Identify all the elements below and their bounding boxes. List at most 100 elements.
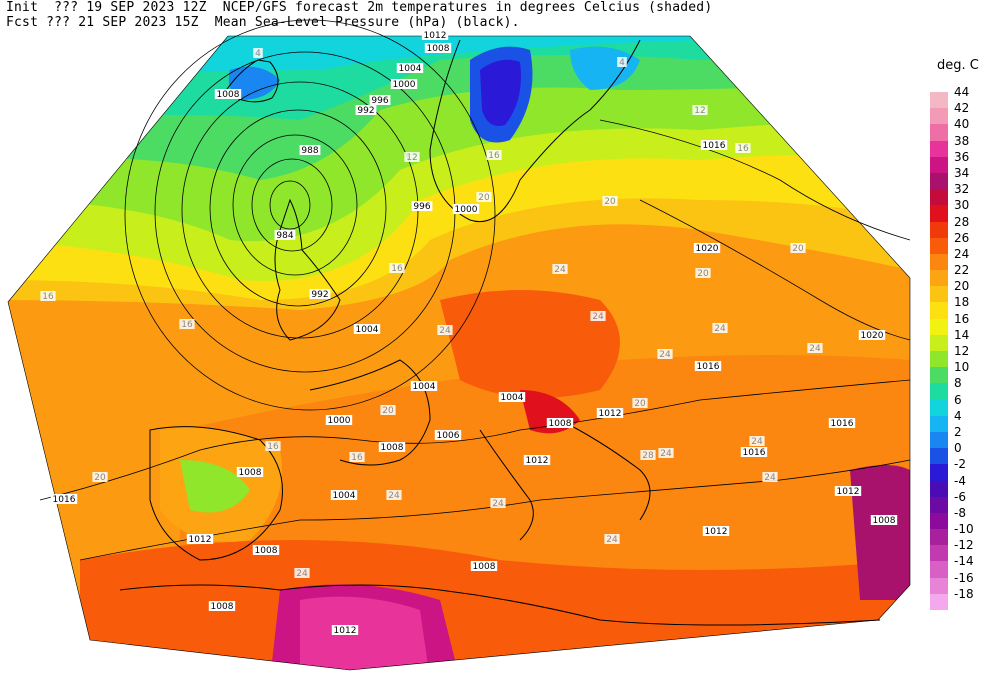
legend-level: -8 <box>930 506 1000 530</box>
isobar-label: 996 <box>411 201 433 212</box>
legend-level: 12 <box>930 344 1000 368</box>
isobar-label: 1012 <box>331 625 359 636</box>
legend-swatch <box>930 431 948 449</box>
legend-value: -12 <box>954 538 974 553</box>
temperature-label: 24 <box>552 264 568 275</box>
legend-value: 24 <box>954 246 970 261</box>
legend-value: -6 <box>954 489 966 504</box>
legend-value: 18 <box>954 295 970 310</box>
temperature-label: 24 <box>386 490 402 501</box>
legend-level: -12 <box>930 538 1000 562</box>
legend-swatch <box>930 415 948 432</box>
legend-level: 44 <box>930 85 1000 109</box>
svg-text:16: 16 <box>391 264 403 274</box>
legend-swatch <box>930 480 948 497</box>
svg-text:984: 984 <box>276 231 293 241</box>
svg-text:1016: 1016 <box>53 495 76 505</box>
legend-value: -16 <box>954 570 974 585</box>
svg-text:20: 20 <box>604 197 616 207</box>
legend-level: -16 <box>930 571 1000 594</box>
legend-value: 6 <box>954 392 962 407</box>
legend-swatch <box>930 172 948 190</box>
legend-value: 32 <box>954 182 970 197</box>
legend-value: 38 <box>954 133 970 148</box>
svg-text:1008: 1008 <box>217 90 240 100</box>
svg-text:992: 992 <box>357 106 374 116</box>
svg-text:12: 12 <box>694 106 705 116</box>
temperature-label: 28 <box>640 450 656 461</box>
legend-value: 30 <box>954 198 970 213</box>
temperature-label: 16 <box>40 291 56 302</box>
svg-text:24: 24 <box>492 499 504 509</box>
legend-value: -14 <box>954 554 974 569</box>
isobar-label: 1012 <box>421 30 449 41</box>
legend-value: 14 <box>954 327 970 342</box>
legend-level: -10 <box>930 522 1000 546</box>
svg-text:16: 16 <box>181 320 193 330</box>
temperature-label: 20 <box>790 243 806 254</box>
legend-swatch <box>930 108 948 125</box>
legend-level: 32 <box>930 182 1000 206</box>
svg-text:1008: 1008 <box>473 562 496 572</box>
svg-text:988: 988 <box>301 146 318 156</box>
isobar-label: 1004 <box>330 490 358 501</box>
legend-value: 36 <box>954 149 970 164</box>
legend-level: 8 <box>930 376 1000 400</box>
isobar-label: 1000 <box>390 79 418 90</box>
svg-text:24: 24 <box>388 491 400 501</box>
temperature-label: 24 <box>807 343 823 354</box>
isobar-label: 1008 <box>870 515 898 526</box>
temperature-label: 20 <box>695 268 711 279</box>
isobar-label: 1004 <box>396 63 424 74</box>
svg-text:1012: 1012 <box>599 409 622 419</box>
legend-value: 42 <box>954 101 970 116</box>
svg-text:24: 24 <box>296 569 308 579</box>
legend-level: 24 <box>930 247 1000 271</box>
legend-swatch <box>930 383 948 400</box>
svg-text:1020: 1020 <box>861 331 884 341</box>
legend-level: -6 <box>930 490 1000 513</box>
legend-level: 0 <box>930 441 1000 465</box>
svg-text:1008: 1008 <box>427 44 450 54</box>
legend-level: -2 <box>930 457 1000 481</box>
legend-swatch <box>930 253 948 271</box>
isobar-label: 1012 <box>596 408 624 419</box>
legend-level: 26 <box>930 231 1000 254</box>
legend-swatch <box>930 124 948 141</box>
isobar-label: 1008 <box>236 467 264 478</box>
temperature-label: 16 <box>389 263 405 274</box>
legend-swatch <box>930 205 948 222</box>
isobar-label: 1008 <box>470 561 498 572</box>
legend-value: 12 <box>954 344 970 358</box>
legend-level: 16 <box>930 312 1000 335</box>
svg-text:16: 16 <box>737 144 749 154</box>
isobar-label: 1000 <box>452 204 480 215</box>
svg-text:1008: 1008 <box>549 419 572 429</box>
temperature-labels: 4 4 12 12 16 20 16 20 24 24 24 20 20 16 16 24 24 20 24 24 24… <box>40 48 823 579</box>
legend-value: -2 <box>954 457 966 472</box>
temperature-label: 20 <box>602 196 618 207</box>
isobar-label: 984 <box>274 230 296 241</box>
svg-text:20: 20 <box>634 399 646 409</box>
legend-swatch <box>930 270 948 287</box>
svg-text:1000: 1000 <box>393 80 416 90</box>
temperature-label: 4 <box>617 57 627 68</box>
legend-swatch <box>930 334 948 351</box>
isobar-label: 1016 <box>828 418 856 429</box>
map-domain-outline <box>7 35 911 671</box>
temperature-label: 20 <box>92 472 108 483</box>
legend-level: 2 <box>930 425 1000 449</box>
isobar-label: 1008 <box>424 43 452 54</box>
legend-level: 30 <box>930 198 1000 222</box>
temperature-label: 16 <box>265 441 281 452</box>
legend-title: deg. C <box>937 58 979 73</box>
isobar-label: 1008 <box>208 601 236 612</box>
legend-swatch <box>930 351 948 368</box>
svg-text:20: 20 <box>478 193 490 203</box>
legend-swatch <box>930 561 948 578</box>
legend-swatch <box>930 399 948 416</box>
legend-swatch <box>930 448 948 465</box>
svg-text:24: 24 <box>660 449 672 459</box>
